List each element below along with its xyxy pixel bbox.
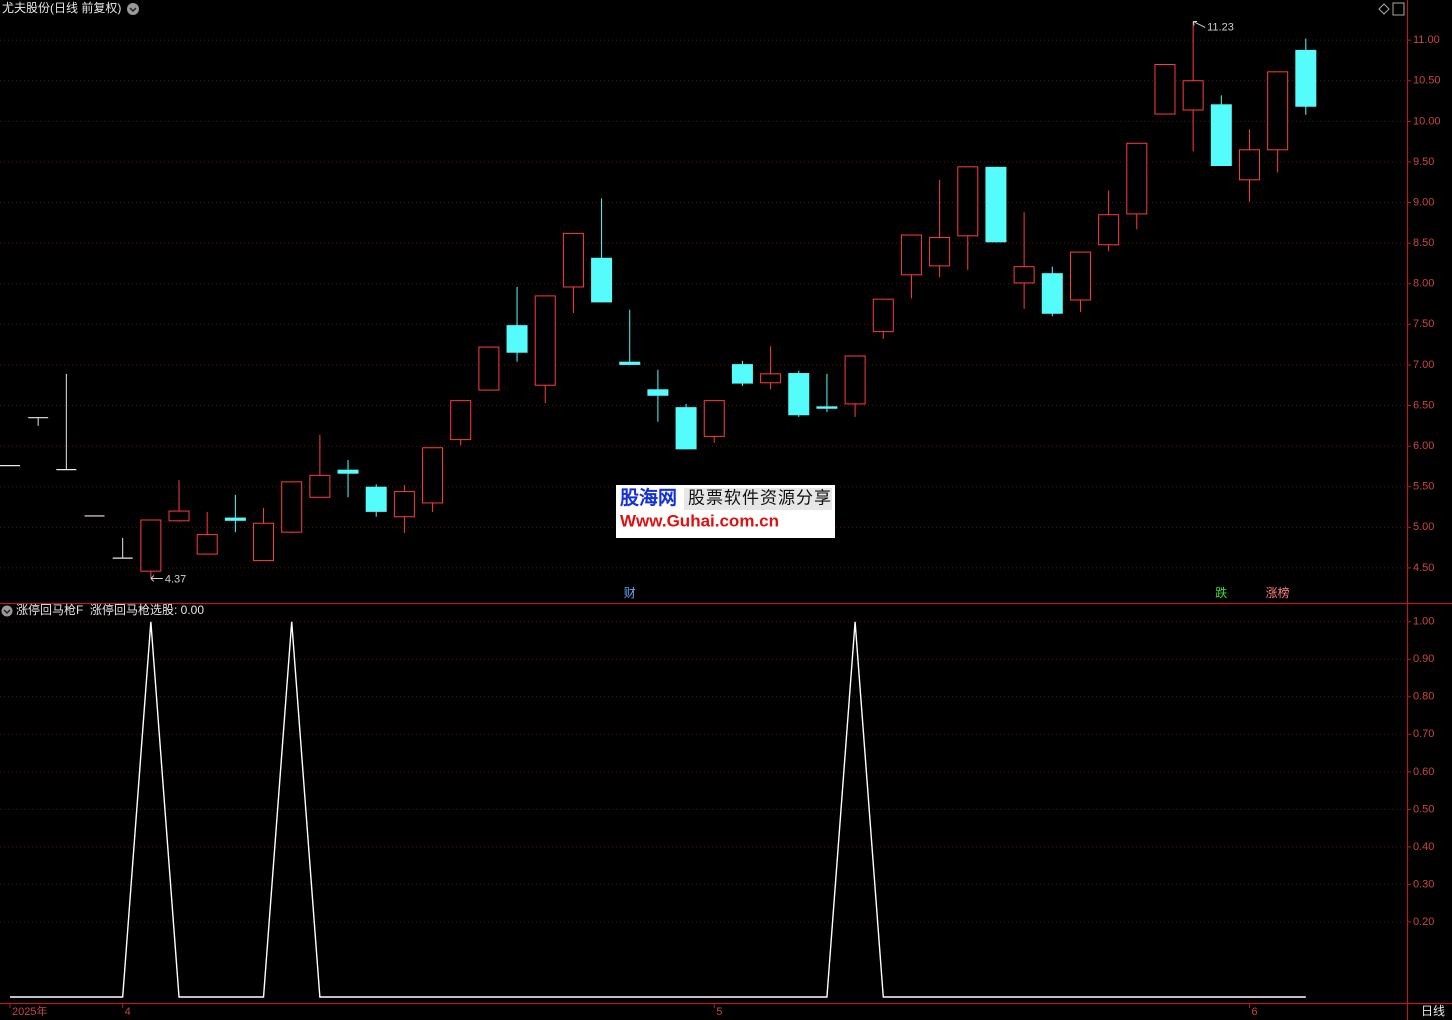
y-tick-label: 0.40 <box>1413 841 1434 853</box>
low-label: 4.37 <box>165 573 186 585</box>
event-label: 涨榜 <box>1266 585 1290 600</box>
candle-body <box>844 355 866 405</box>
period-label[interactable]: 日线 <box>1421 1004 1445 1018</box>
y-tick-label: 7.00 <box>1413 359 1434 371</box>
candle-body <box>1098 214 1120 246</box>
candle-body <box>562 232 584 288</box>
candle-body <box>168 510 190 522</box>
candle-body <box>281 481 303 533</box>
candle-body <box>422 447 444 504</box>
candle-body <box>900 234 922 276</box>
watermark-brand: 股海网 <box>620 486 677 509</box>
chart-title: 尤夫股份(日线 前复权) <box>2 0 121 15</box>
candle-body <box>647 389 669 396</box>
candle-body <box>253 522 275 562</box>
candle-body <box>591 257 613 303</box>
watermark: 股海网 股票软件资源分享 Www.Guhai.com.cn <box>616 485 835 538</box>
y-tick-label: 9.50 <box>1413 156 1434 168</box>
window-icon[interactable] <box>1392 2 1405 16</box>
y-tick-label: 11.00 <box>1413 34 1440 46</box>
menu-icon[interactable] <box>127 3 139 15</box>
toggle-icon[interactable] <box>1378 3 1390 15</box>
candle-body <box>1154 64 1176 115</box>
candle-body <box>1182 80 1204 111</box>
indicator-readout: 涨停回马枪选股: 0.00 <box>90 602 204 617</box>
candle-body <box>1210 104 1232 167</box>
indicator-title: 涨停回马枪F <box>16 602 83 617</box>
candle-body <box>1295 49 1317 107</box>
candle-body <box>337 469 359 474</box>
candle-body <box>985 166 1007 243</box>
y-tick-label: 0.20 <box>1413 916 1434 928</box>
event-label: 财 <box>624 586 636 600</box>
candle-body <box>534 295 556 386</box>
candle-body <box>478 346 500 391</box>
candle-body <box>309 474 331 498</box>
y-tick-label: 1.00 <box>1413 616 1434 628</box>
y-tick-label: 8.50 <box>1413 237 1434 249</box>
candle-body <box>224 517 246 521</box>
y-tick-label: 10.50 <box>1413 75 1441 87</box>
candle-body <box>703 400 725 437</box>
y-tick-label: 9.00 <box>1413 196 1434 208</box>
candle-body <box>760 373 782 384</box>
y-tick-label: 0.90 <box>1413 653 1434 665</box>
candle-body <box>393 491 415 518</box>
candle-body <box>365 486 387 512</box>
candle-body <box>619 361 641 365</box>
watermark-url: Www.Guhai.com.cn <box>620 511 779 530</box>
candle-body <box>816 406 838 409</box>
candle-body <box>1126 142 1148 215</box>
candle-body <box>1238 149 1260 181</box>
x-tick-label: 6 <box>1251 1006 1257 1018</box>
candle-body <box>675 407 697 450</box>
candle-body <box>506 325 528 353</box>
candle-body <box>196 534 218 555</box>
x-tick-label: 2025年 <box>12 1004 47 1018</box>
candle-body <box>1013 266 1035 284</box>
menu-icon-arrow <box>129 7 137 13</box>
y-tick-label: 0.30 <box>1413 878 1434 890</box>
indicator-menu-arrow <box>3 609 11 615</box>
candle-body <box>731 364 753 384</box>
candle-body <box>1069 251 1091 301</box>
x-tick-label: 5 <box>716 1006 722 1018</box>
y-tick-label: 8.00 <box>1413 278 1434 290</box>
low-arrow <box>150 575 163 582</box>
candle-body <box>1267 71 1289 151</box>
y-tick-label: 0.50 <box>1413 803 1434 815</box>
y-tick-label: 6.50 <box>1413 399 1434 411</box>
candle-body <box>788 373 810 416</box>
y-tick-label: 0.70 <box>1413 728 1434 740</box>
candle-body <box>450 400 472 441</box>
y-tick-label: 4.50 <box>1413 562 1434 574</box>
y-tick-label: 7.50 <box>1413 318 1434 330</box>
indicator-line <box>10 621 1306 998</box>
y-tick-label: 5.00 <box>1413 521 1434 533</box>
candle-body <box>1041 273 1063 314</box>
candle-body <box>872 298 894 333</box>
candle-body <box>929 236 951 267</box>
event-label: 跌 <box>1215 585 1227 600</box>
indicator-menu-icon[interactable] <box>1 605 13 617</box>
high-arrow <box>1192 20 1206 28</box>
candle-body <box>140 519 162 572</box>
watermark-slogan: 股票软件资源分享 <box>688 488 832 507</box>
high-label: 11.23 <box>1207 21 1234 33</box>
watermark-slogan-box <box>684 488 832 510</box>
y-tick-label: 6.00 <box>1413 440 1434 452</box>
y-tick-label: 0.60 <box>1413 766 1434 778</box>
y-tick-label: 10.00 <box>1413 115 1441 127</box>
y-tick-label: 5.50 <box>1413 481 1434 493</box>
x-tick-label: 4 <box>125 1006 131 1018</box>
y-tick-label: 0.80 <box>1413 691 1434 703</box>
candle-body <box>957 166 979 237</box>
